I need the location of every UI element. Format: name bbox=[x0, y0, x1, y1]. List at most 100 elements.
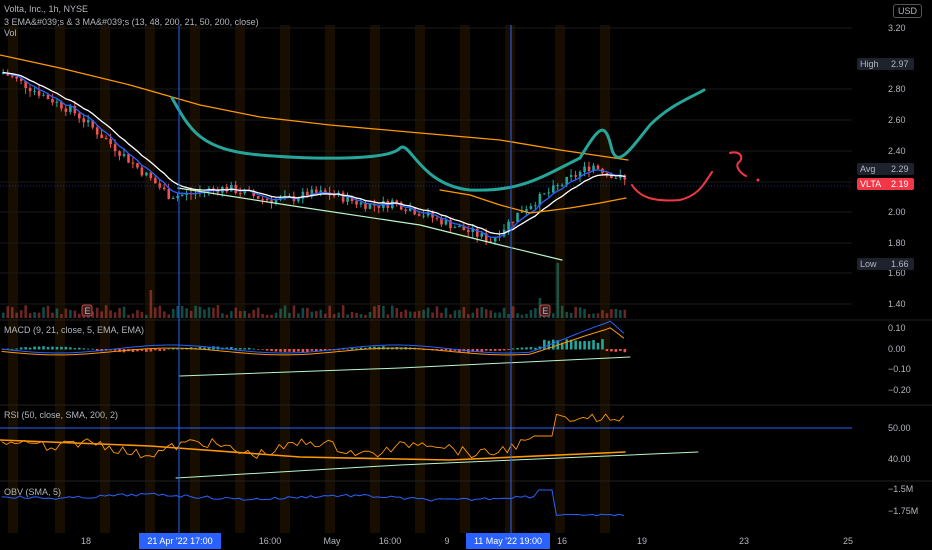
candle-body bbox=[543, 193, 546, 195]
macd-histogram-bar bbox=[95, 349, 99, 352]
candle-body bbox=[395, 200, 399, 203]
macd-histogram-bar bbox=[306, 349, 309, 352]
macd-histogram-bar bbox=[73, 348, 77, 350]
rsi-trendline bbox=[175, 451, 699, 479]
candle-body bbox=[368, 203, 372, 209]
volume-bar bbox=[569, 312, 573, 318]
candle-body bbox=[507, 221, 510, 230]
volume-bar bbox=[453, 310, 457, 318]
candle-body bbox=[167, 189, 171, 199]
volume-bar bbox=[498, 312, 501, 318]
currency-button[interactable]: USD bbox=[893, 4, 923, 18]
volume-bar bbox=[534, 308, 537, 318]
ma-slow-line bbox=[0, 54, 629, 161]
macd-histogram-bar bbox=[33, 346, 36, 350]
time-axis-label: 16:00 bbox=[259, 536, 282, 546]
obv-tick-label: −1.5M bbox=[888, 484, 913, 494]
macd-histogram-bar bbox=[154, 349, 157, 351]
volume-bar bbox=[180, 306, 184, 318]
candle-body bbox=[587, 166, 591, 171]
macd-histogram-bar bbox=[619, 349, 622, 351]
candle-body bbox=[458, 225, 461, 228]
volume-bar bbox=[516, 313, 519, 318]
macd-histogram-bar bbox=[592, 340, 595, 350]
candle-body bbox=[42, 94, 45, 96]
macd-histogram-bar bbox=[136, 349, 139, 352]
candle-body bbox=[51, 99, 54, 103]
volume-bar bbox=[315, 311, 318, 318]
candle-body bbox=[306, 191, 309, 197]
volume-bar bbox=[574, 306, 577, 318]
macd-histogram-bar bbox=[118, 349, 121, 352]
volume-bar bbox=[145, 314, 148, 318]
volume-bar bbox=[310, 311, 314, 318]
volume-bar bbox=[109, 310, 112, 318]
volume-bar bbox=[60, 314, 63, 318]
candle-body bbox=[529, 206, 533, 210]
obv-line bbox=[1, 489, 625, 517]
volume-bar bbox=[171, 308, 175, 318]
macd-histogram-bar bbox=[578, 341, 582, 350]
macd-histogram-bar bbox=[24, 347, 27, 350]
candle-body bbox=[569, 175, 573, 177]
candle-body bbox=[556, 185, 560, 187]
volume-bar bbox=[127, 314, 130, 318]
volume-bar bbox=[471, 312, 475, 318]
time-axis-label: 9 bbox=[444, 536, 449, 546]
macd-histogram-bar bbox=[265, 349, 269, 351]
candle-body bbox=[149, 172, 153, 179]
candle-body bbox=[355, 201, 358, 205]
volume-bar bbox=[484, 309, 488, 318]
volume-bar bbox=[391, 305, 394, 318]
candle-body bbox=[453, 227, 457, 229]
macd-histogram-bar bbox=[28, 347, 32, 350]
volume-bar bbox=[64, 308, 68, 318]
macd-histogram-bar bbox=[489, 349, 492, 351]
macd-histogram-bar bbox=[614, 349, 618, 352]
candle-body bbox=[261, 198, 264, 200]
macd-histogram-bar bbox=[10, 348, 14, 350]
indicator-legend: 3 EMA&#039;s & 3 MA&#039;s (13, 48, 200,… bbox=[4, 17, 259, 27]
session-shade bbox=[145, 25, 155, 533]
macd-histogram-bar bbox=[587, 341, 591, 350]
candle-body bbox=[109, 139, 112, 145]
candle-body bbox=[359, 202, 363, 205]
high-tag: High 2.97 bbox=[857, 58, 914, 70]
candle-body bbox=[46, 94, 50, 100]
volume-bar bbox=[203, 309, 206, 318]
volume-bar bbox=[2, 312, 5, 318]
candle-body bbox=[256, 195, 260, 199]
volume-bar bbox=[288, 312, 291, 318]
candle-body bbox=[435, 217, 439, 219]
volume-bar bbox=[100, 311, 103, 318]
volume-bar bbox=[462, 307, 466, 318]
macd-line bbox=[1, 320, 625, 354]
macd-histogram-bar bbox=[319, 349, 323, 352]
volume-bar bbox=[15, 312, 19, 318]
macd-histogram-bar bbox=[502, 349, 506, 351]
volume-bar bbox=[306, 307, 309, 318]
candle-body bbox=[341, 192, 345, 202]
volume-bar bbox=[95, 307, 99, 318]
macd-histogram-bar bbox=[435, 349, 439, 350]
candle-body bbox=[596, 165, 600, 169]
candle-body bbox=[122, 154, 126, 157]
session-shade bbox=[55, 25, 65, 533]
volume-bar bbox=[475, 308, 479, 318]
volume-bar bbox=[605, 313, 609, 318]
candle-body bbox=[33, 90, 36, 92]
volume-bar bbox=[207, 307, 211, 318]
candle-body bbox=[145, 172, 148, 176]
volume-legend: Vol bbox=[4, 28, 17, 38]
volume-bar bbox=[328, 305, 332, 318]
volume-bar bbox=[297, 313, 300, 318]
volume-bar bbox=[467, 314, 470, 318]
earnings-marker bbox=[539, 304, 551, 317]
macd-histogram-bar bbox=[60, 346, 63, 350]
volume-bar bbox=[185, 308, 188, 318]
volume-bar bbox=[113, 312, 117, 318]
candle-body bbox=[386, 201, 390, 208]
volume-bar bbox=[230, 311, 233, 318]
symbol-price-tag: VLTA 2.19 bbox=[857, 178, 914, 190]
